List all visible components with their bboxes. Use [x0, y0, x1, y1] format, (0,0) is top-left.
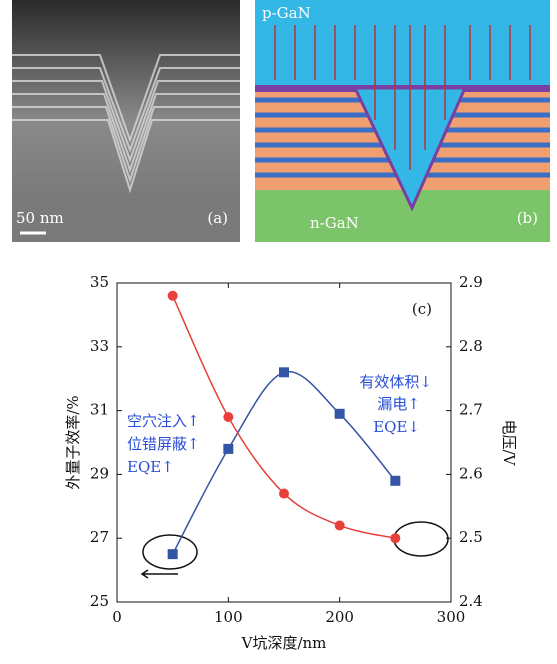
marker: [390, 476, 400, 486]
marker: [390, 533, 400, 543]
series-line: [173, 296, 396, 538]
annotation: 空穴注入↑: [127, 412, 200, 430]
p-gan-label: p-GaN: [262, 4, 311, 22]
x-tick-label: 0: [112, 608, 122, 626]
y2-tick-label: 2.4: [459, 592, 483, 610]
annotation: EQE↓: [373, 418, 420, 436]
y2-tick-label: 2.5: [459, 528, 483, 546]
y2-axis-label: 电压/V: [500, 420, 518, 467]
panel-label: (b): [517, 209, 538, 227]
chart: 0 100 200 300 25 27 29 31 33 35 2.4 2.5 2.6 2.7 2.8 2.9…: [64, 273, 518, 652]
panel-label: (c): [412, 300, 432, 318]
marker: [223, 444, 233, 454]
marker: [335, 520, 345, 530]
x-tick-label: 100: [214, 608, 243, 626]
x-axis-label: V坑深度/nm: [241, 634, 327, 652]
y-tick-label: 35: [90, 273, 109, 291]
y-tick-label: 31: [90, 401, 109, 419]
y-tick-label: 25: [90, 592, 109, 610]
marker: [335, 409, 345, 419]
y2-tick-label: 2.7: [459, 401, 483, 419]
marker: [168, 549, 178, 559]
y-tick-label: 33: [90, 337, 109, 355]
marker: [279, 489, 289, 499]
y-axis-label: 外量子效率/%: [64, 395, 82, 489]
series-line: [173, 372, 396, 555]
panel-a: 50 nm (a): [12, 0, 240, 242]
axis-arrow: [142, 570, 178, 578]
y-tick-label: 27: [90, 528, 109, 546]
n-gan-label: n-GaN: [310, 214, 359, 232]
marker: [168, 291, 178, 301]
panel-label: (a): [207, 209, 228, 227]
y2-tick-label: 2.6: [459, 464, 483, 482]
scale-label: 50 nm: [16, 209, 64, 227]
y-tick-label: 29: [90, 464, 109, 482]
highlight-ellipse: [394, 522, 448, 556]
n-gan: [255, 190, 550, 242]
annotation: 漏电↑: [377, 395, 420, 413]
annotation: 有效体积↓: [359, 373, 432, 391]
y2-tick-label: 2.8: [459, 337, 483, 355]
figure: 50 nm (a) p-GaN n-GaN (b) 0 100 200 300 25 27…: [0, 0, 557, 660]
annotation: 位错屏蔽↑: [127, 435, 200, 453]
marker: [279, 367, 289, 377]
x-tick-label: 300: [437, 608, 466, 626]
annotation: EQE↑: [127, 458, 174, 476]
x-tick-label: 200: [325, 608, 354, 626]
y2-tick-label: 2.9: [459, 273, 483, 291]
marker: [223, 412, 233, 422]
panel-b: p-GaN n-GaN (b): [255, 0, 550, 242]
